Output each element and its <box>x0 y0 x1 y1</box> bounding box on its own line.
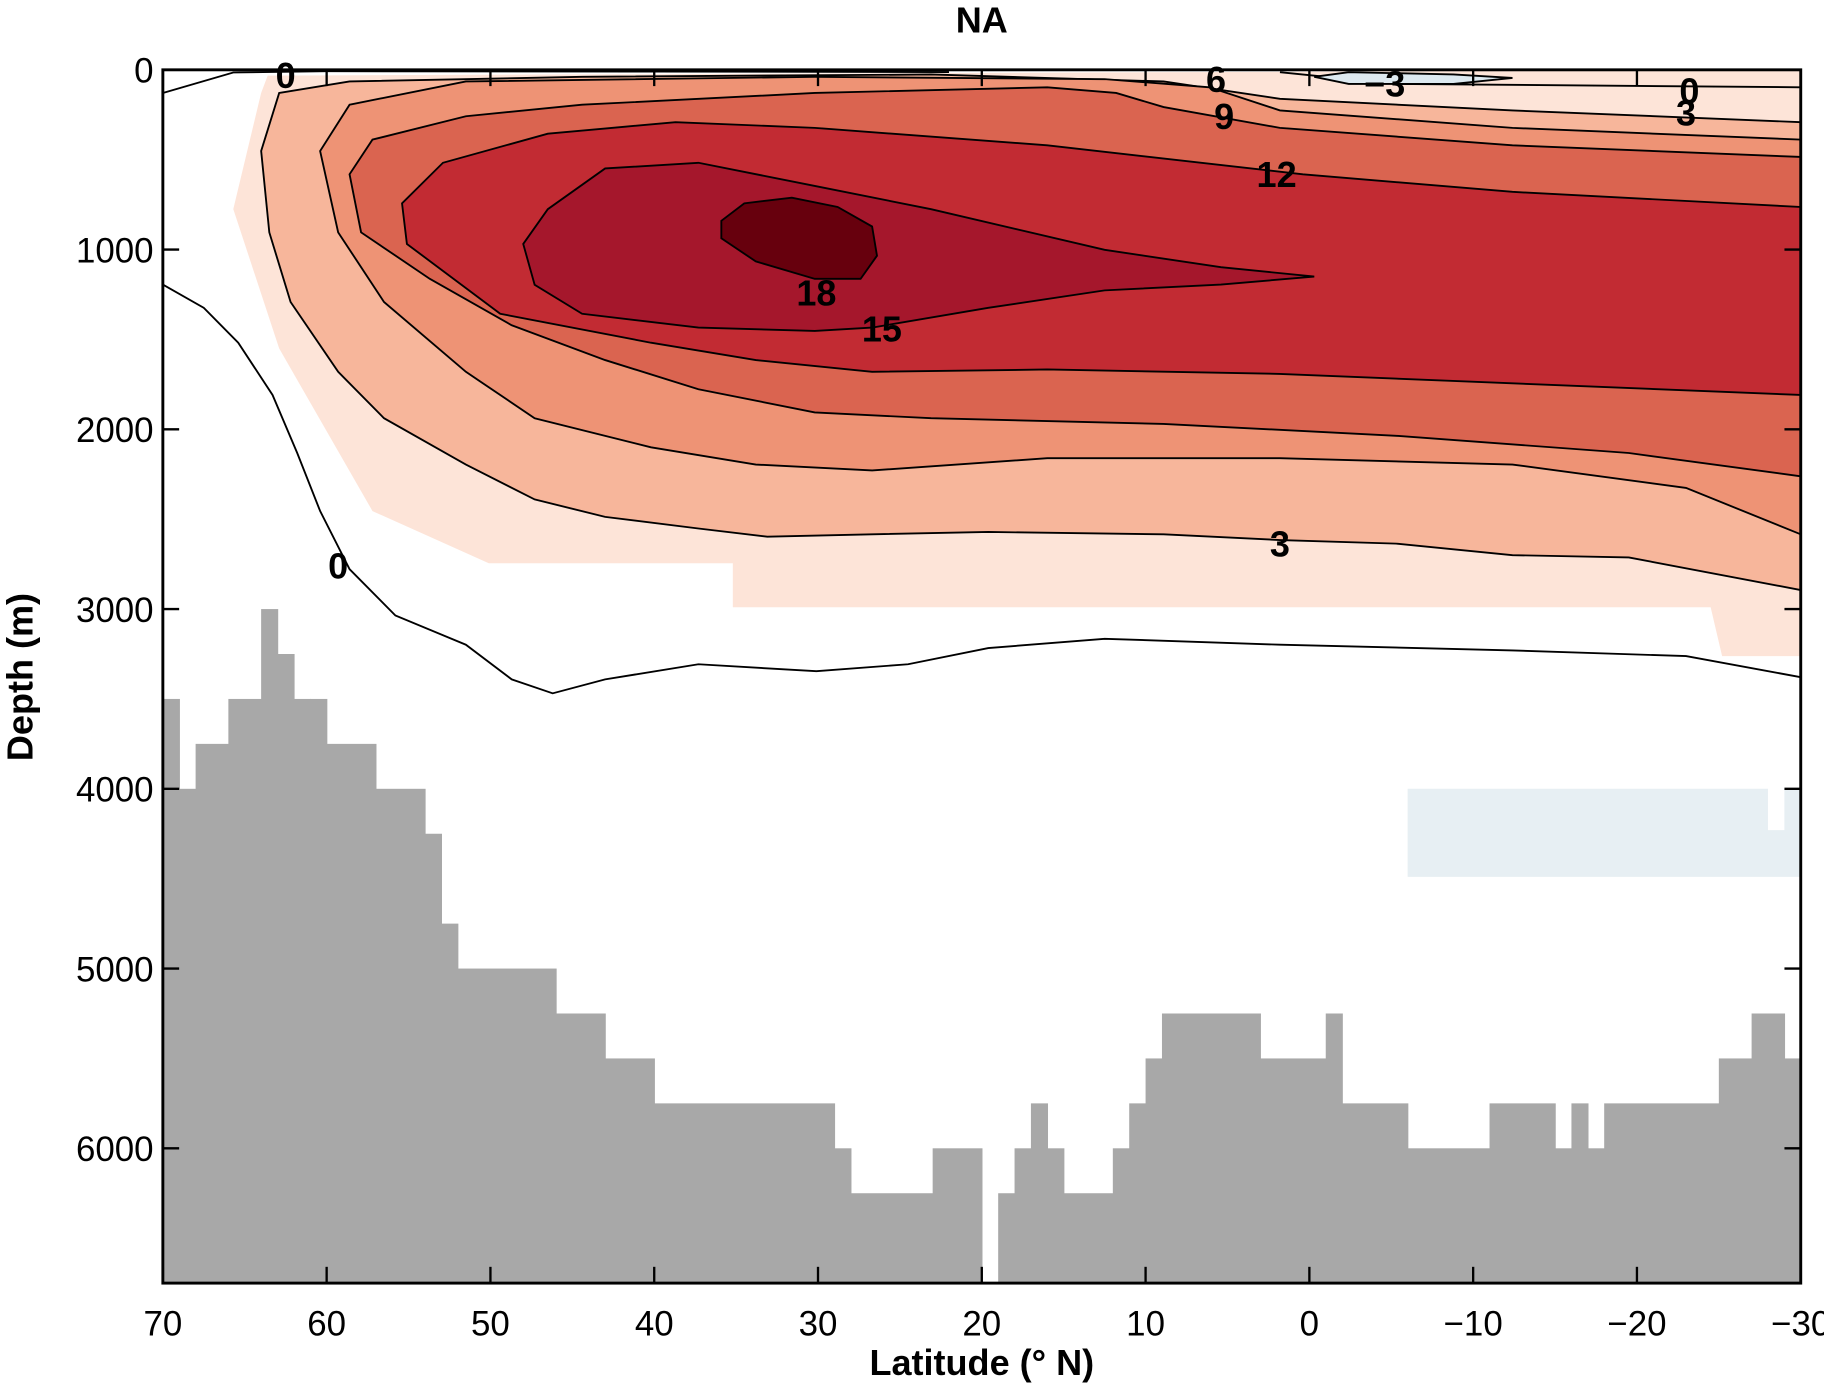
x-tick-label: −10 <box>1444 1304 1503 1343</box>
contour-label: 6 <box>1206 59 1226 100</box>
bathymetry-bar <box>293 698 311 1284</box>
bathymetry-bar <box>1260 1058 1327 1284</box>
contour <box>1314 71 1513 85</box>
bathymetry-bar <box>1555 1148 1573 1284</box>
bathymetry-bar <box>1489 1103 1556 1284</box>
bathymetry-bar <box>1047 1148 1065 1284</box>
bathymetry-bar <box>1587 1148 1605 1284</box>
y-tick-label: 0 <box>134 52 153 91</box>
bathymetry-bar <box>1030 1103 1049 1284</box>
bathymetry-bar <box>179 788 197 1284</box>
contour-label: 3 <box>1270 523 1290 564</box>
y-axis-label: Depth (m) <box>0 593 41 761</box>
x-axis-label: Latitude (° N) <box>869 1342 1094 1383</box>
bathymetry-bar <box>441 923 459 1284</box>
y-tick-label: 1000 <box>76 231 154 270</box>
bathymetry-bar <box>834 1148 852 1284</box>
bathymetry-bar <box>1784 1058 1802 1284</box>
bathymetry-bar <box>998 1193 1016 1284</box>
contour-label: 18 <box>796 273 836 314</box>
contour <box>522 161 1315 332</box>
bathymetry-bar <box>1407 1148 1491 1284</box>
bathymetry-bar <box>457 968 557 1284</box>
bathymetry-bar <box>1571 1103 1589 1284</box>
bathymetry-bar <box>932 1148 983 1284</box>
bathymetry-bar <box>654 1103 836 1284</box>
contour <box>720 196 878 280</box>
contour-label: 0 <box>328 545 348 586</box>
contour-label: 0 <box>1679 70 1699 111</box>
bathymetry-bar <box>1161 1013 1261 1284</box>
y-tick-label: 6000 <box>76 1130 154 1169</box>
y-tick-label: 3000 <box>76 591 154 630</box>
bathymetry-bar <box>277 654 295 1284</box>
bathymetry-bar <box>375 788 426 1284</box>
bathymetry-bar <box>1129 1103 1147 1284</box>
bathymetry-bar <box>1112 1148 1130 1284</box>
bathymetry-bar <box>1751 1013 1786 1284</box>
plot-area: 06−303912181530706050403020100−10−20−300… <box>76 52 1824 1344</box>
x-tick-label: 0 <box>1300 1304 1319 1343</box>
x-tick-label: 70 <box>143 1304 182 1343</box>
contour-label: 15 <box>862 308 902 349</box>
bathymetry-bar <box>228 698 262 1284</box>
y-tick-label: 5000 <box>76 950 154 989</box>
contour-label: 0 <box>276 55 296 96</box>
bathymetry-bar <box>850 1193 934 1284</box>
contour-label: 3 <box>1676 93 1696 134</box>
x-tick-label: 50 <box>471 1304 510 1343</box>
x-tick-label: 60 <box>307 1304 346 1343</box>
bathymetry-bar <box>326 743 377 1284</box>
bathymetry-bar <box>555 1013 606 1284</box>
bathymetry-bar <box>1063 1193 1114 1284</box>
bathymetry-bar <box>605 1058 655 1284</box>
contour-label: 12 <box>1257 154 1297 195</box>
x-tick-label: 40 <box>635 1304 674 1343</box>
x-tick-label: −20 <box>1607 1304 1666 1343</box>
contour-label: 9 <box>1214 96 1234 137</box>
bathymetry-bar <box>1014 1148 1032 1284</box>
shaded-region <box>1407 788 1801 877</box>
bathymetry-bar <box>261 609 279 1284</box>
bathymetry-bar <box>1342 1103 1409 1284</box>
chart-title: NA <box>956 0 1008 41</box>
bathymetry-bar <box>1145 1058 1163 1284</box>
y-tick-label: 4000 <box>76 771 154 810</box>
x-tick-label: 10 <box>1126 1304 1165 1343</box>
bathymetry-bar <box>310 698 328 1284</box>
x-tick-label: 20 <box>962 1304 1001 1343</box>
x-tick-label: 30 <box>799 1304 838 1343</box>
bathymetry-bar <box>1718 1058 1753 1284</box>
bathymetry-bar <box>162 698 180 1284</box>
bathymetry-bar <box>1325 1013 1343 1284</box>
bathymetry-bar <box>1604 1103 1720 1284</box>
contour <box>162 283 1801 695</box>
y-tick-label: 2000 <box>76 411 154 450</box>
x-tick-label: −30 <box>1771 1304 1824 1343</box>
bathymetry-bar <box>195 743 230 1284</box>
bathymetry-bar <box>424 833 442 1284</box>
